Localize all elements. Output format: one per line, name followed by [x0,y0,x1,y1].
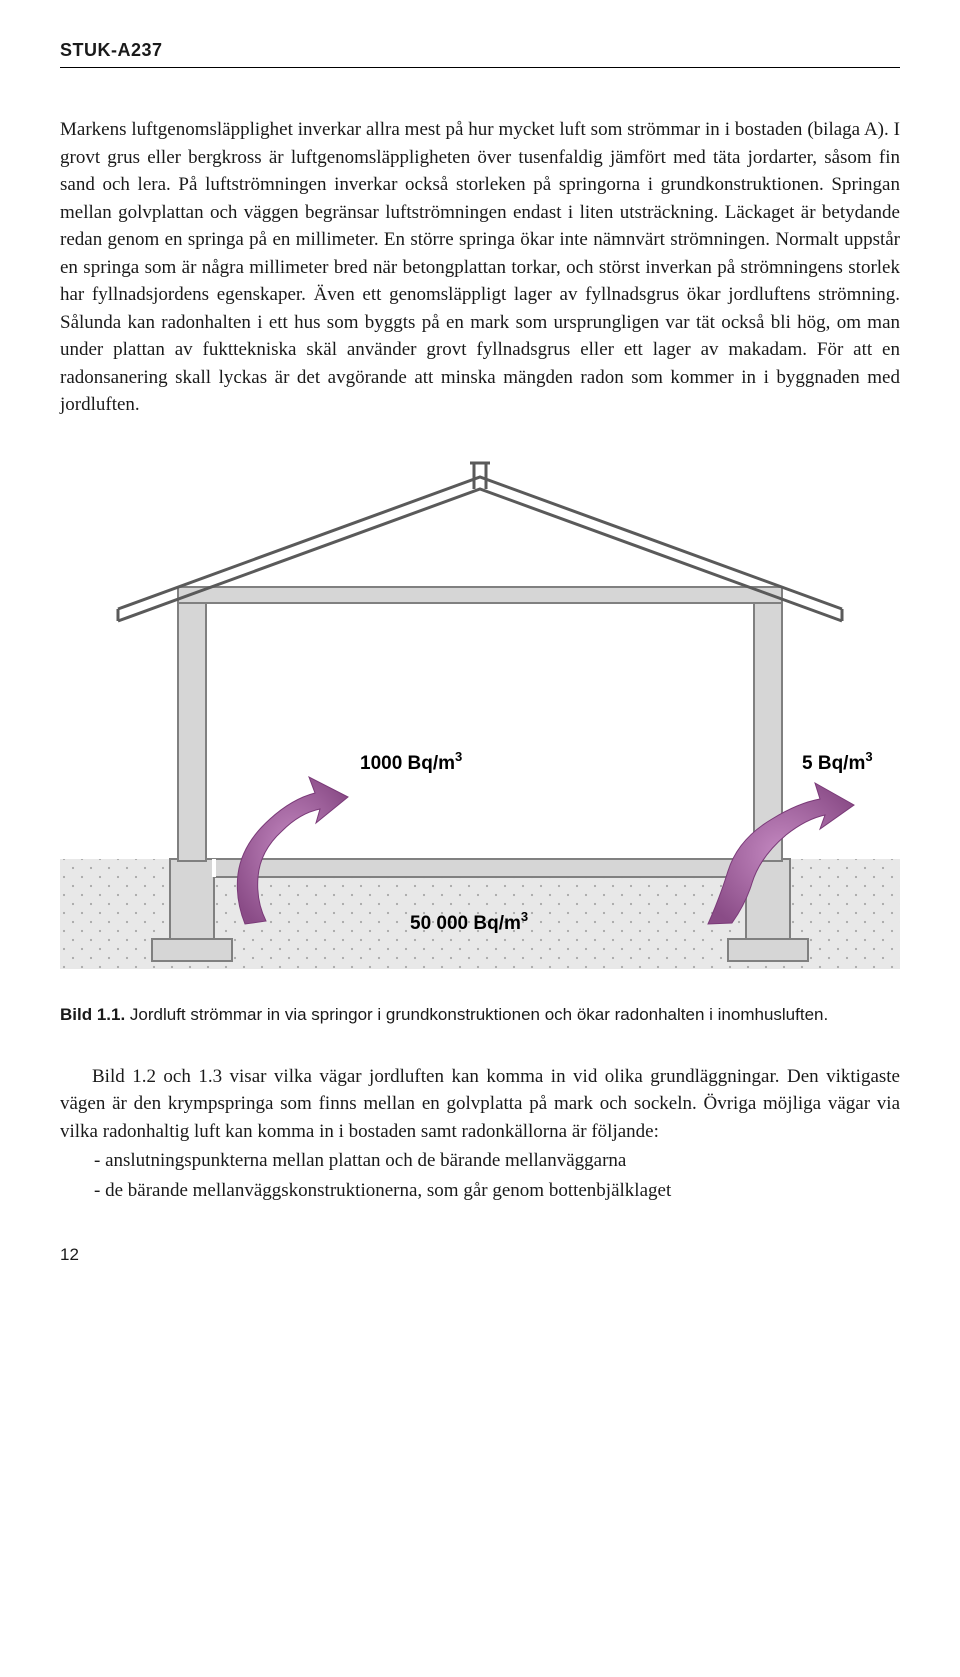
label-inside: 1000 Bq/m3 [360,749,462,774]
label-ground: 50 000 Bq/m3 [410,909,528,934]
figure-house-diagram: 1000 Bq/m3 5 Bq/m3 50 000 Bq/m3 [60,459,900,979]
ceiling-beam [178,587,782,603]
body-paragraph-2: Bild 1.2 och 1.3 visar vilka vägar jordl… [60,1063,900,1146]
page-number: 12 [60,1245,900,1265]
caption-text: Jordluft strömmar in via springor i grun… [125,1005,828,1024]
floor-slab [214,859,746,877]
p1-text: Markens luftgenomsläpplighet inverkar al… [60,119,900,415]
caption-label: Bild 1.1. [60,1005,125,1024]
bullet-2: - de bärande mellanväggskonstruktionerna… [60,1177,900,1205]
label-outside: 5 Bq/m3 [802,749,873,774]
doc-header-code: STUK-A237 [60,40,900,68]
body-paragraph-1: Markens luftgenomsläpplighet inverkar al… [60,116,900,419]
wall-left [178,599,206,861]
figure-caption: Bild 1.1. Jordluft strömmar in via sprin… [60,1003,900,1027]
bullet-1: - anslutningspunkterna mellan plattan oc… [60,1147,900,1175]
